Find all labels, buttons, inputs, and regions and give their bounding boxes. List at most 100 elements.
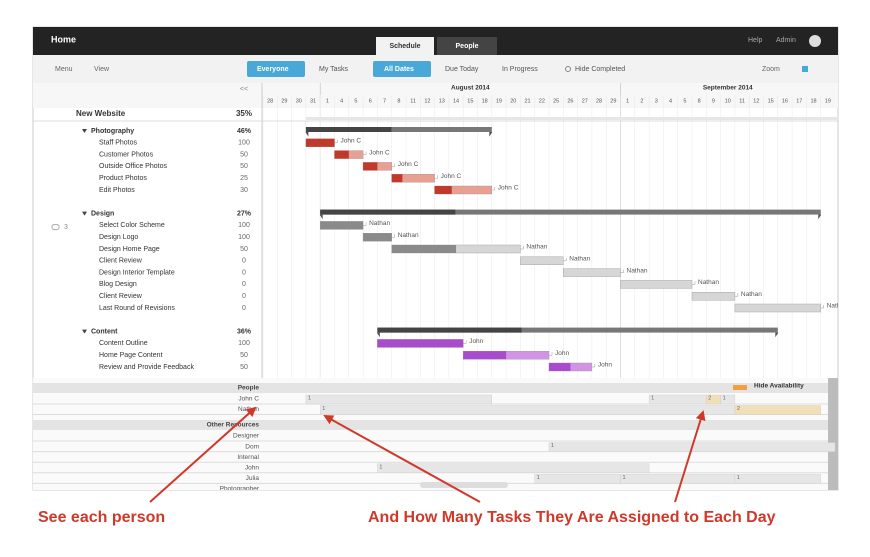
checkbox[interactable] [565,66,571,72]
collapse-triangle[interactable] [82,211,87,216]
day-label: 12 [753,98,759,104]
month-label: September 2014 [703,85,753,92]
annotation: And How Many Tasks They Are Assigned to … [368,509,776,526]
all-dates-button[interactable] [373,61,431,77]
arrow [149,406,257,503]
checkbox-label[interactable]: Hide Completed [575,66,625,73]
task-bar[interactable] [520,256,564,265]
task-name[interactable]: Content Outline [99,340,148,347]
section-header [33,420,828,430]
tab[interactable]: Schedule [389,43,420,50]
day-label: 28 [596,98,602,104]
toggle[interactable]: Hide Availability [754,383,804,390]
task-name[interactable]: Design Home Page [99,246,160,253]
assignee-label: John C [498,185,519,192]
avatar[interactable] [809,35,821,47]
day-label: 13 [439,98,445,104]
day-label: 28 [267,98,273,104]
button-label[interactable]: All Dates [384,66,414,73]
day-label: 10 [725,98,731,104]
day-label: 15 [768,98,774,104]
day-label: 5 [354,98,357,104]
day-label: 6 [369,98,372,104]
menu[interactable]: Menu [55,66,73,73]
task-name[interactable]: Product Photos [99,175,147,182]
collapse-triangle[interactable] [82,329,87,334]
load-count: 2 [708,395,711,401]
task-name[interactable]: Edit Photos [99,187,135,194]
tab[interactable] [437,37,497,55]
tab[interactable]: People [456,43,479,50]
day-label: 1 [626,98,629,104]
load-segment [734,405,821,415]
task-name[interactable]: Outside Office Photos [99,163,167,170]
task-progress [363,162,378,171]
task-bar[interactable] [734,303,821,313]
day-label: 21 [524,98,530,104]
task-progress [377,339,464,348]
button[interactable]: My Tasks [319,66,349,73]
task-name[interactable]: Review and Provide Feedback [99,364,194,371]
task-bar[interactable] [620,280,693,289]
task-name[interactable]: Customer Photos [99,151,154,158]
task-bar[interactable] [563,268,621,277]
link[interactable]: Help [748,37,763,44]
task-name[interactable]: Home Page Content [99,352,162,359]
task-percent: 0 [242,258,246,265]
section-header [33,383,828,393]
load-count: 1 [537,475,540,481]
connector [391,234,395,238]
link[interactable]: Admin [776,37,796,44]
page-title: Home [51,34,76,44]
assignee-label: Nathan [569,256,590,263]
connector [363,222,367,226]
availability-icon[interactable] [733,385,747,390]
everyone-button[interactable] [247,61,305,77]
connector [520,246,524,250]
load-count: 1 [723,395,726,401]
comment-icon[interactable] [51,224,60,231]
tab-active[interactable] [376,37,434,55]
group-name: Content [91,328,118,335]
button-label[interactable]: Everyone [257,66,289,73]
task-progress [334,150,349,159]
collapse-triangle[interactable] [82,129,87,133]
button[interactable]: Due Today [445,66,479,73]
resource-name: John C [238,396,259,403]
project-name: New Website [76,109,126,118]
task-name[interactable]: Blog Design [99,281,137,288]
task-progress [391,245,457,253]
menu[interactable]: Zoom [762,66,780,73]
day-label: 18 [482,98,488,104]
day-label: 20 [510,98,516,104]
assignee-label: John C [341,138,362,145]
task-name[interactable]: Client Review [99,293,143,300]
task-bar[interactable] [691,292,736,301]
assignee-label: Nathan [369,220,390,227]
connector [734,293,739,297]
load-segment [648,394,707,405]
task-name[interactable]: Design Logo [99,234,138,241]
scroll-gutter[interactable] [828,378,838,490]
color-icon[interactable] [802,66,808,72]
task-name[interactable]: Select Color Scheme [99,222,165,229]
task-name[interactable]: Last Round of Revisions [99,305,175,312]
task-name[interactable]: Design Interior Template [99,269,175,276]
day-label: 27 [582,98,588,104]
summary-end [305,131,493,137]
connector [363,151,367,155]
assignee-label: Nathan [526,244,547,251]
day-label: 19 [496,98,502,104]
task-name[interactable]: Staff Photos [99,140,138,147]
menu[interactable]: View [94,66,110,73]
button[interactable]: In Progress [502,66,538,73]
section-title: Other Resources [207,422,260,429]
connector [463,340,467,344]
task-percent: 0 [242,293,246,300]
collapse[interactable]: << [240,86,248,93]
assignee-label: John [555,350,569,357]
task-percent: 50 [240,151,248,158]
task-name[interactable]: Client Review [99,258,143,265]
connector [391,163,395,167]
